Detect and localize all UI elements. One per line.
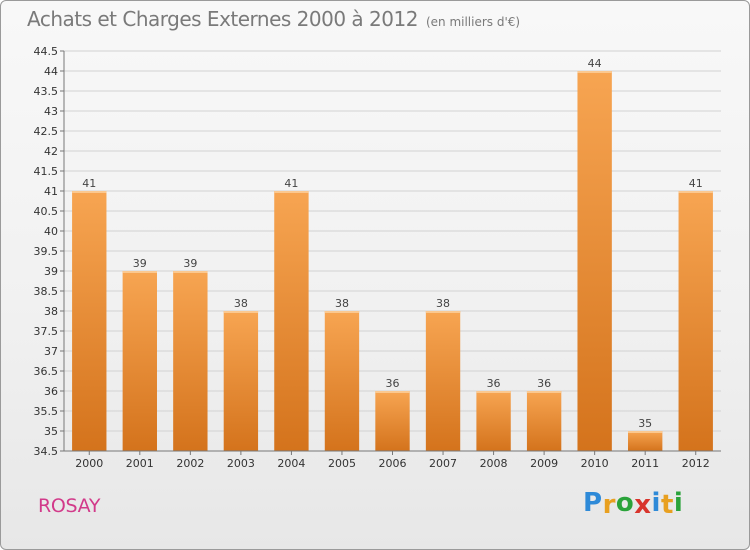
bar-value-label: 39 xyxy=(183,257,197,270)
bar-2007 xyxy=(425,311,461,451)
x-tick-label: 2007 xyxy=(429,457,457,470)
bar-2008 xyxy=(476,391,511,451)
x-tick-label: 2009 xyxy=(530,457,558,470)
x-tick-label: 2005 xyxy=(328,457,356,470)
logo-letter: t xyxy=(660,490,674,520)
bar-2010 xyxy=(577,71,612,451)
bar-value-label: 38 xyxy=(335,297,349,310)
bar-value-label: 38 xyxy=(234,297,248,310)
bar-value-label: 39 xyxy=(133,257,147,270)
bar-value-label: 41 xyxy=(689,177,703,190)
bar-highlight xyxy=(375,391,410,393)
y-tick-label: 37 xyxy=(44,345,58,358)
bar-value-label: 41 xyxy=(284,177,298,190)
y-tick-label: 39 xyxy=(44,265,58,278)
y-tick-label: 38 xyxy=(44,305,58,318)
y-tick-label: 40 xyxy=(44,225,58,238)
y-tick-label: 44 xyxy=(44,65,58,78)
axes: 34.5 35 35.5 36 36.5 37 37.5 38 38.5 39 39.5 40 40.5… xyxy=(34,45,721,470)
bar-2011 xyxy=(628,431,663,451)
x-tick-label: 2000 xyxy=(75,457,103,470)
x-tick-label: 2003 xyxy=(227,457,255,470)
x-tick-label: 2008 xyxy=(480,457,508,470)
chart-title: Achats et Charges Externes 2000 à 2012 (e… xyxy=(27,7,520,31)
y-tick-label: 42 xyxy=(44,145,58,158)
y-tick-label: 37.5 xyxy=(34,325,59,338)
logo-letter: i xyxy=(651,488,661,518)
x-tick-label: 2002 xyxy=(176,457,204,470)
proxiti-logo: Proxiti xyxy=(583,488,684,520)
x-tick-label: 2012 xyxy=(682,457,710,470)
y-tick-label: 40.5 xyxy=(34,205,59,218)
chart-unit-text: (en milliers d'€) xyxy=(425,15,521,29)
bar-highlight xyxy=(122,271,157,273)
y-tick-label: 35.5 xyxy=(34,405,59,418)
y-tick-label: 44.5 xyxy=(34,45,59,58)
bar-highlight xyxy=(678,191,713,193)
bar-highlight xyxy=(628,431,663,433)
y-tick-label: 39.5 xyxy=(34,245,59,258)
bar-value-label: 38 xyxy=(436,297,450,310)
bars: 41 39 39 38 41 38 36 38 36 36 44 35 41 xyxy=(72,57,713,451)
bar-2009 xyxy=(526,391,562,451)
bar-value-label: 44 xyxy=(588,57,602,70)
bar-highlight xyxy=(72,191,107,193)
y-tick-label: 43.5 xyxy=(34,85,59,98)
x-tick-label: 2010 xyxy=(581,457,609,470)
logo-letter: P xyxy=(583,488,603,518)
y-tick-label: 36 xyxy=(44,385,58,398)
bar-value-label: 36 xyxy=(386,377,400,390)
bar-2006 xyxy=(375,391,410,451)
bar-2005 xyxy=(324,311,360,451)
bar-2004 xyxy=(274,191,309,451)
bar-value-label: 35 xyxy=(638,417,652,430)
x-tick-label: 2006 xyxy=(379,457,407,470)
logo-letter: r xyxy=(602,490,616,520)
bar-highlight xyxy=(324,311,360,313)
x-tick-label: 2011 xyxy=(631,457,659,470)
x-tick-label: 2004 xyxy=(277,457,305,470)
bar-value-label: 36 xyxy=(537,377,551,390)
logo-letter: x xyxy=(634,490,652,520)
bar-highlight xyxy=(476,391,511,393)
y-tick-label: 41.5 xyxy=(34,165,59,178)
bar-value-label: 41 xyxy=(82,177,96,190)
bar-highlight xyxy=(274,191,309,193)
y-tick-label: 43 xyxy=(44,105,58,118)
bar-2001 xyxy=(122,271,157,451)
y-tick-label: 34.5 xyxy=(34,445,59,458)
bar-2002 xyxy=(173,271,208,451)
y-tick-label: 38.5 xyxy=(34,285,59,298)
bar-2003 xyxy=(223,311,259,451)
bar-highlight xyxy=(173,271,208,273)
y-tick-label: 41 xyxy=(44,185,58,198)
logo-letter: i xyxy=(673,488,684,518)
y-tick-label: 35 xyxy=(44,425,58,438)
bar-value-label: 36 xyxy=(487,377,501,390)
bar-highlight xyxy=(577,71,612,73)
bar-2012 xyxy=(678,191,713,451)
chart-title-text: Achats et Charges Externes 2000 à 2012 xyxy=(27,7,418,31)
commune-name: ROSAY xyxy=(38,495,101,517)
logo-letter: o xyxy=(615,488,635,518)
y-tick-label: 36.5 xyxy=(34,365,59,378)
y-tick-label: 42.5 xyxy=(34,125,59,138)
x-tick-label: 2001 xyxy=(126,457,154,470)
bar-highlight xyxy=(526,391,562,393)
bar-highlight xyxy=(425,311,461,313)
bar-2000 xyxy=(72,191,107,451)
bar-highlight xyxy=(223,311,259,313)
